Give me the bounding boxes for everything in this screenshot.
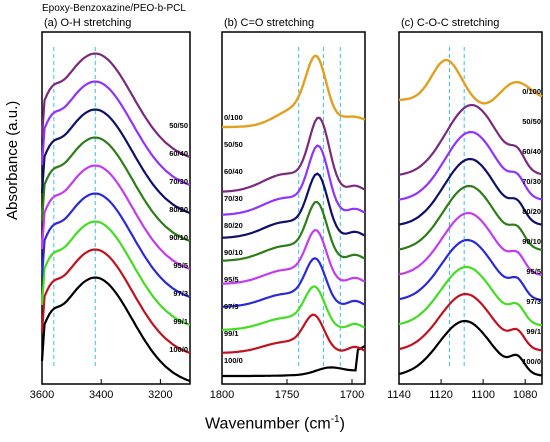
x-tick-label: 3600 — [30, 389, 54, 401]
series-line-80-20 — [221, 200, 366, 262]
y-axis-label: Absorbance (a.u.) — [4, 100, 21, 220]
series-line-90-10 — [40, 164, 191, 271]
series-label: 60/40 — [522, 147, 541, 156]
x-axis-label: Wavenumber (cm-1) — [205, 414, 345, 433]
x-tick-label: 1120 — [429, 389, 453, 401]
series-label: 90/10 — [522, 237, 541, 246]
series-label: 99/1 — [173, 317, 188, 326]
series-label: 95/5 — [526, 267, 541, 276]
series-line-95-5 — [40, 192, 191, 299]
series-label: 80/20 — [169, 205, 188, 214]
series-label: 70/30 — [224, 194, 243, 203]
series-line-60-40 — [221, 144, 366, 216]
series-label: 99/1 — [526, 327, 541, 336]
series-line-50-50 — [221, 116, 366, 193]
x-tick-label: 1140 — [387, 389, 411, 401]
x-tick-label: 1800 — [210, 389, 234, 401]
series-line-70-30 — [40, 108, 191, 215]
series-label: 60/40 — [169, 149, 188, 158]
x-tick-label: 1080 — [513, 389, 537, 401]
panel-co-stretching: (b) C=O stretching 1800 1750 1700 0/100 50/50… — [210, 17, 366, 401]
series-line-99-1 — [221, 313, 366, 354]
panel-title: (c) C-O-C stretching — [401, 17, 499, 29]
series-label: 97/3 — [173, 289, 188, 298]
series-line-60-40 — [398, 130, 543, 201]
series-line-80-20 — [40, 136, 191, 243]
series-label: 50/50 — [169, 121, 188, 130]
series-line-100-0 — [40, 276, 191, 383]
series-line-97-3 — [40, 220, 191, 327]
series-line-97-3 — [221, 285, 366, 331]
figure-title: Epoxy-Benzoxazine/PEO-b-PCL — [42, 3, 186, 14]
x-tick-label: 1100 — [471, 389, 495, 401]
series-label: 100/0 — [522, 357, 541, 366]
panel-title: (a) O-H stretching — [44, 17, 131, 29]
series-line-90-10 — [398, 211, 543, 276]
series-label: 70/30 — [522, 177, 541, 186]
series-label: 0/100 — [522, 87, 541, 96]
series-label: 95/5 — [173, 261, 188, 270]
series-label: 97/3 — [224, 302, 239, 311]
series-line-50-50 — [40, 52, 191, 159]
series-line-70-30 — [398, 157, 543, 226]
series-label: 60/40 — [224, 167, 243, 176]
series-label: 50/50 — [224, 140, 243, 149]
series-label: 70/30 — [169, 177, 188, 186]
x-tick-label: 3200 — [148, 389, 172, 401]
x-tick-label: 1700 — [340, 389, 364, 401]
series-line-0-100 — [398, 58, 543, 105]
series-label: 99/1 — [224, 329, 239, 338]
series-label: 90/10 — [169, 233, 188, 242]
series-line-0-100 — [222, 54, 366, 129]
panel-title: (b) C=O stretching — [224, 17, 314, 29]
series-line-100-0 — [222, 344, 366, 378]
series-label: 50/50 — [522, 117, 541, 126]
series-label: 100/0 — [224, 356, 243, 365]
plot-frame — [221, 31, 366, 385]
series-label: 97/3 — [526, 297, 541, 306]
series-line-97-3 — [398, 265, 543, 327]
series-line-60-40 — [40, 80, 191, 187]
plot-frame — [398, 31, 543, 385]
x-tick-label: 3400 — [89, 389, 113, 401]
series-line-95-5 — [221, 256, 366, 308]
series-label: 80/20 — [522, 207, 541, 216]
series-label: 0/100 — [224, 113, 243, 122]
series-line-50-50 — [398, 104, 543, 176]
series-line-99-1 — [398, 292, 543, 352]
series-line-80-20 — [398, 184, 543, 251]
series-line-100-0 — [398, 319, 543, 377]
x-tick-label: 1750 — [275, 389, 299, 401]
series-line-99-1 — [40, 248, 191, 355]
series-line-95-5 — [398, 238, 543, 302]
series-label: 100/0 — [169, 345, 188, 354]
series-label: 90/10 — [224, 248, 243, 257]
series-line-70-30 — [221, 172, 366, 239]
series-line-90-10 — [221, 228, 366, 285]
series-label: 95/5 — [224, 275, 239, 284]
series-label: 80/20 — [224, 221, 243, 230]
panel-oh-stretching: (a) O-H stretching 3600 3400 3200 50/50 60/40… — [30, 17, 191, 401]
panel-coc-stretching: (c) C-O-C stretching 1140 1120 1100 1080 0/10… — [387, 17, 543, 401]
